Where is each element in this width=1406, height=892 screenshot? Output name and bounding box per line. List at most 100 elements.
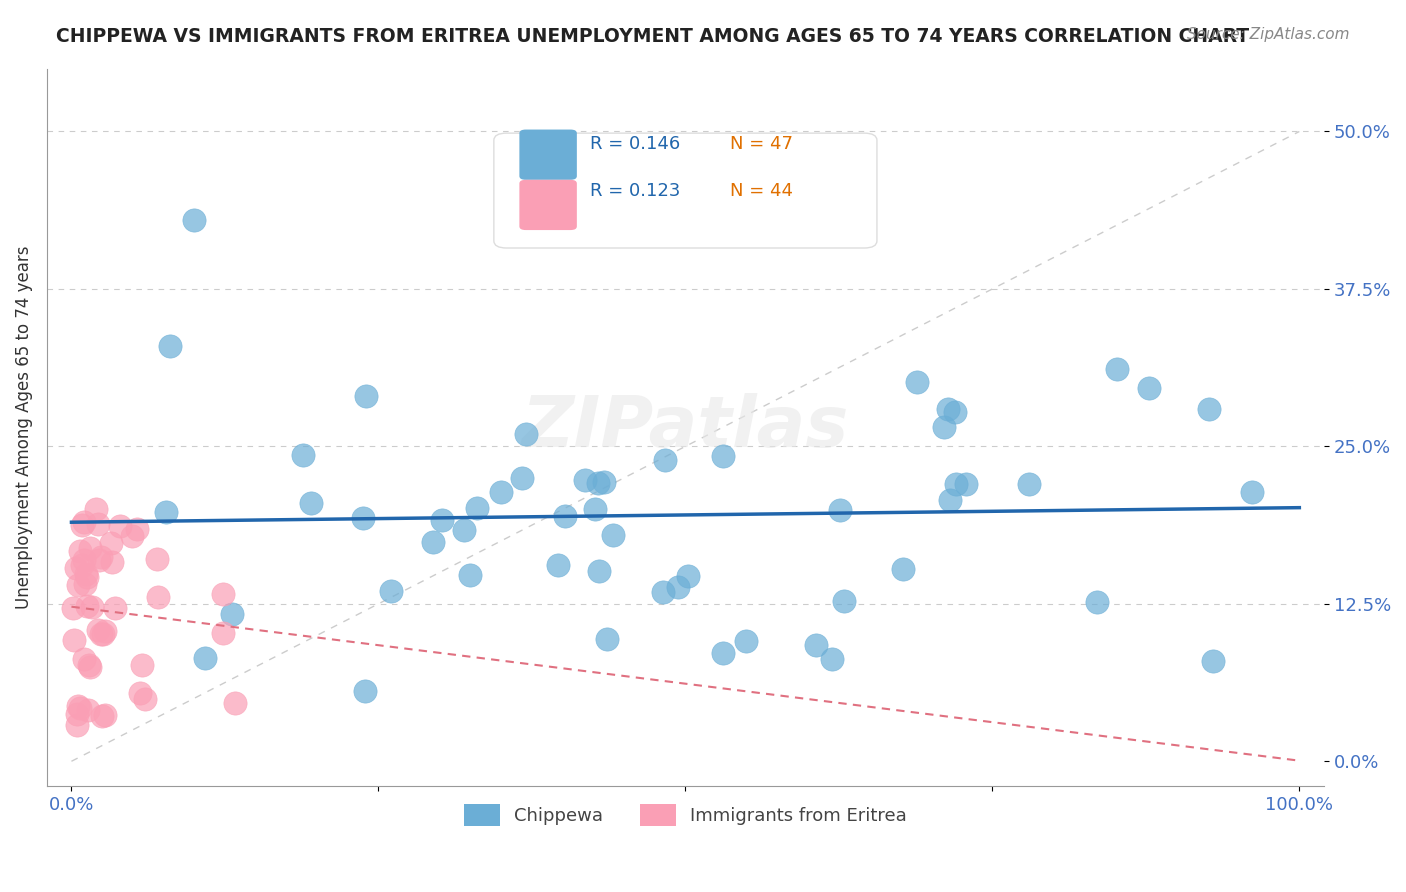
Point	[79, 660, 101, 674]
Point	[67, 578, 90, 592]
Point	[87, 553, 110, 567]
Point	[129, 686, 152, 700]
Point	[1085, 595, 1108, 609]
Point	[79, 541, 101, 556]
Point	[121, 529, 143, 543]
Point	[66, 699, 89, 714]
Point	[1202, 653, 1225, 667]
Point	[586, 476, 609, 491]
Point	[76, 702, 98, 716]
Y-axis label: Unemployment Among Ages 65 to 74 years: Unemployment Among Ages 65 to 74 years	[15, 246, 32, 609]
Text: Source: ZipAtlas.com: Source: ZipAtlas.com	[1187, 27, 1350, 42]
Point	[422, 534, 444, 549]
Point	[80, 599, 103, 614]
Point	[94, 707, 117, 722]
Point	[76, 570, 98, 584]
Point	[832, 593, 855, 607]
Point	[73, 651, 96, 665]
Point	[945, 477, 967, 491]
Text: R = 0.146: R = 0.146	[589, 135, 681, 153]
Point	[711, 647, 734, 661]
Point	[84, 502, 107, 516]
Point	[224, 697, 246, 711]
Point	[354, 684, 377, 698]
Point	[828, 503, 851, 517]
Point	[104, 601, 127, 615]
Point	[588, 564, 610, 578]
Point	[1137, 381, 1160, 395]
Point	[70, 518, 93, 533]
FancyBboxPatch shape	[519, 129, 576, 180]
Point	[66, 707, 89, 722]
Point	[512, 471, 534, 485]
Point	[711, 449, 734, 463]
Point	[134, 691, 156, 706]
Point	[87, 624, 110, 638]
Point	[75, 567, 97, 582]
Point	[354, 389, 377, 403]
Point	[90, 549, 112, 564]
Point	[574, 473, 596, 487]
Point	[146, 552, 169, 566]
Point	[108, 519, 131, 533]
Point	[820, 652, 842, 666]
Point	[291, 448, 314, 462]
Point	[69, 543, 91, 558]
Point	[100, 535, 122, 549]
Point	[69, 700, 91, 714]
Point	[905, 375, 928, 389]
Point	[73, 553, 96, 567]
Point	[211, 626, 233, 640]
Point	[75, 577, 97, 591]
Point	[458, 568, 481, 582]
Point	[79, 658, 101, 673]
Point	[936, 402, 959, 417]
Point	[596, 632, 619, 646]
Point	[1241, 485, 1264, 500]
Point	[87, 516, 110, 531]
Point	[221, 607, 243, 622]
Point	[65, 560, 87, 574]
Point	[159, 338, 181, 352]
Point	[515, 426, 537, 441]
Point	[806, 638, 828, 652]
Text: ZIPatlas: ZIPatlas	[522, 393, 849, 462]
Point	[939, 493, 962, 508]
Point	[554, 508, 576, 523]
Point	[380, 584, 402, 599]
Point	[72, 558, 94, 572]
Text: N = 47: N = 47	[730, 135, 793, 153]
Point	[194, 651, 217, 665]
Text: N = 44: N = 44	[730, 182, 793, 200]
Point	[76, 599, 98, 613]
FancyBboxPatch shape	[494, 133, 877, 248]
Point	[155, 505, 177, 519]
Point	[547, 558, 569, 573]
Point	[62, 600, 84, 615]
FancyBboxPatch shape	[519, 180, 576, 230]
Point	[453, 523, 475, 537]
Text: R = 0.123: R = 0.123	[589, 182, 681, 200]
Point	[666, 581, 689, 595]
Point	[1018, 477, 1040, 491]
Point	[101, 555, 124, 569]
Point	[1107, 362, 1129, 376]
Point	[183, 212, 205, 227]
Point	[299, 496, 322, 510]
Text: CHIPPEWA VS IMMIGRANTS FROM ERITREA UNEMPLOYMENT AMONG AGES 65 TO 74 YEARS CORRE: CHIPPEWA VS IMMIGRANTS FROM ERITREA UNEM…	[56, 27, 1250, 45]
Point	[148, 590, 170, 604]
Point	[932, 419, 955, 434]
Point	[212, 586, 235, 600]
Point	[676, 568, 699, 582]
Point	[1198, 401, 1220, 416]
Point	[93, 624, 115, 639]
Point	[945, 405, 967, 419]
Point	[654, 452, 676, 467]
Point	[583, 502, 606, 516]
Point	[91, 627, 114, 641]
Point	[651, 585, 673, 599]
Point	[352, 511, 374, 525]
Point	[593, 475, 616, 489]
Point	[955, 477, 977, 491]
Point	[131, 658, 153, 673]
